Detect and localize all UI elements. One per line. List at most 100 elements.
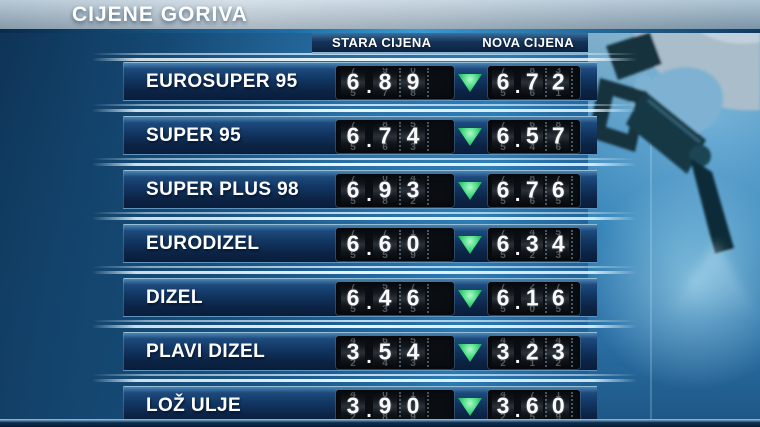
price-down-arrow-icon <box>458 182 482 200</box>
decimal-point: . <box>514 346 521 368</box>
decimal-point: . <box>514 184 521 206</box>
decimal-point: . <box>366 292 372 314</box>
decimal-point: . <box>366 76 372 98</box>
display-blank-wheel <box>427 68 445 97</box>
column-header-old-price: STARA CIJENA <box>332 35 432 50</box>
fuel-name: SUPER PLUS 98 <box>146 178 300 200</box>
decimal-point: . <box>366 346 372 368</box>
price-down-arrow-icon <box>458 398 482 416</box>
fuel-name: EURODIZEL <box>146 232 260 254</box>
display-blank-wheel <box>427 122 445 151</box>
decimal-point: . <box>514 292 521 314</box>
display-blank-wheel <box>571 122 576 151</box>
decimal-point: . <box>514 76 521 98</box>
display-blank-wheel <box>571 68 576 97</box>
display-blank-wheel <box>571 176 576 205</box>
nozzle <box>588 32 734 254</box>
fuel-name: PLAVI DIZEL <box>146 340 266 362</box>
separator-streak <box>92 320 637 328</box>
display-blank-wheel <box>427 176 445 205</box>
price-down-arrow-icon <box>458 290 482 308</box>
decimal-point: . <box>366 130 372 152</box>
fuel-name: DIZEL <box>146 286 203 308</box>
display-blank-wheel <box>427 230 445 259</box>
fuel-name: EUROSUPER 95 <box>146 70 298 92</box>
decimal-point: . <box>366 400 372 422</box>
decimal-point: . <box>514 400 521 422</box>
display-blank-wheel <box>427 392 445 421</box>
price-down-arrow-icon <box>458 344 482 362</box>
decimal-point: . <box>366 238 372 260</box>
decimal-point: . <box>514 130 521 152</box>
background-light-strip <box>650 140 652 427</box>
display-blank-wheel <box>427 284 445 313</box>
price-down-arrow-icon <box>458 128 482 146</box>
display-blank-wheel <box>571 338 576 367</box>
price-down-arrow-icon <box>458 74 482 92</box>
bottom-bar <box>0 419 760 427</box>
display-blank-wheel <box>571 392 576 421</box>
fuel-name: SUPER 95 <box>146 124 242 146</box>
column-header-new-price: NOVA CIJENA <box>482 35 574 50</box>
display-blank-wheel <box>427 338 445 367</box>
